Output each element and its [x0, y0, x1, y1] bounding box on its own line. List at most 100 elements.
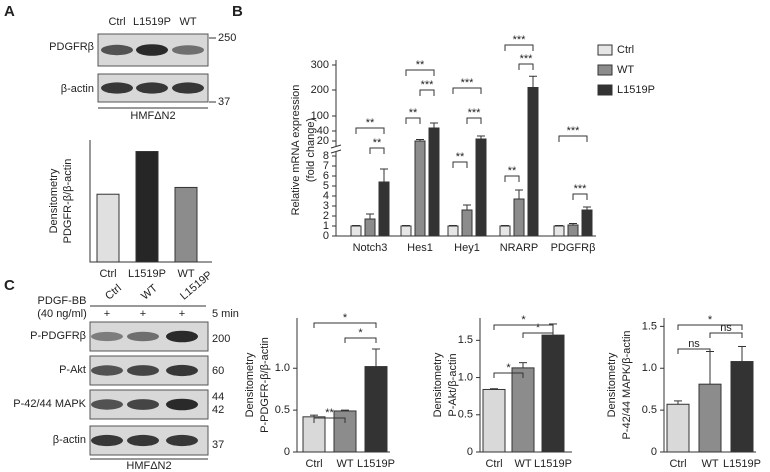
y-tick-label: 3: [323, 200, 329, 212]
x-tick-label: Ctrl: [305, 458, 322, 470]
lane-label: L1519P: [133, 16, 171, 28]
x-tick-label: L1519P: [128, 268, 166, 280]
band: [91, 399, 123, 410]
axis-break: [330, 144, 342, 154]
legend-swatch: [597, 84, 613, 96]
bar: [527, 87, 539, 237]
sig-bracket: [493, 324, 554, 330]
panel-label: B: [232, 3, 243, 20]
bar: [553, 225, 565, 237]
sig-label: **: [409, 107, 418, 119]
bar: [461, 209, 473, 237]
marker: 37: [212, 439, 224, 451]
x-tick-label: L1519P: [357, 458, 395, 470]
y-tick-label: 5: [323, 180, 329, 192]
band: [101, 44, 133, 56]
x-tick-label: WT: [177, 268, 194, 280]
y-tick-label: 7: [323, 160, 329, 172]
sig-bracket: [504, 44, 534, 51]
x-tick-label: WT: [336, 458, 353, 470]
sig-bracket: [355, 127, 385, 134]
marker: 44: [212, 391, 224, 403]
y-tick-label: 1.5: [642, 320, 657, 332]
bar: [414, 140, 426, 237]
band: [127, 331, 159, 342]
x-tick-label: L1519P: [534, 458, 572, 470]
bar: [378, 181, 390, 237]
x-tick-label: NRARP: [500, 242, 539, 254]
sig-label: *: [506, 362, 511, 374]
x-tick-label: WT: [701, 458, 718, 470]
sig-bracket: [452, 161, 468, 168]
bar: [513, 198, 525, 237]
bar: [499, 225, 511, 237]
band: [127, 399, 159, 410]
band: [166, 398, 198, 411]
band: [127, 365, 159, 376]
y-axis-label: Densitometry: [48, 168, 60, 233]
y-tick-label: 1.0: [458, 371, 473, 383]
sig-bracket: [677, 324, 743, 330]
row-label: PDGFRβ: [49, 41, 94, 53]
sig-label: ***: [468, 107, 482, 119]
y-tick-label: 2: [323, 210, 329, 222]
axis: [89, 140, 212, 263]
y-axis-label: P-PDGFR-β/β-actin: [259, 337, 271, 433]
sig-bracket: [419, 89, 435, 96]
x-tick-label: Hey1: [454, 242, 480, 254]
time: 5 min: [212, 308, 239, 320]
bar: [567, 224, 579, 237]
legend-swatch: [597, 44, 613, 56]
sig-label: ***: [567, 125, 581, 137]
legend-swatch: [597, 64, 613, 76]
sig-label: ns: [720, 322, 732, 334]
y-tick-label: 0: [651, 446, 657, 458]
y-tick-label: 200: [311, 84, 329, 96]
band: [172, 82, 204, 94]
x-tick-label: Ctrl: [669, 458, 686, 470]
sig-label: ns: [688, 338, 700, 350]
treatment: PDGF-BB: [38, 295, 87, 307]
y-tick-label: 0.5: [458, 409, 473, 421]
row-label: P-Akt: [59, 364, 86, 376]
row-label: β-actin: [61, 83, 94, 95]
band: [127, 434, 159, 447]
sig-bracket: [709, 332, 743, 338]
bar: [475, 138, 487, 237]
bar: [364, 366, 388, 453]
row-label: P-PDGFRβ: [30, 330, 86, 342]
x-tick-label: WT: [514, 458, 531, 470]
bar: [666, 403, 690, 453]
sig-label: ***: [513, 34, 527, 46]
marker: 60: [212, 365, 224, 377]
band: [136, 82, 168, 94]
row-label: P-42/44 MAPK: [13, 398, 86, 410]
bar: [400, 225, 412, 237]
y-tick-label: 0.5: [642, 404, 657, 416]
legend-label: Ctrl: [617, 44, 634, 56]
panel-label: A: [4, 3, 15, 20]
bar: [174, 186, 198, 263]
sig-bracket: [369, 147, 385, 154]
x-tick-label: PDGFRβ: [551, 242, 596, 254]
y-tick-label: 100: [311, 110, 329, 122]
sig-bracket: [518, 63, 534, 70]
sig-label: *: [708, 314, 713, 326]
sig-label: ***: [461, 77, 475, 89]
bar: [135, 151, 159, 263]
y-axis-label: Densitometry: [432, 352, 444, 417]
sig-label: **: [456, 151, 465, 163]
sig-bracket: [313, 322, 377, 328]
legend-label: L1519P: [617, 84, 655, 96]
bar: [447, 225, 459, 237]
y-tick-label: 0: [323, 230, 329, 242]
sig-bracket: [504, 175, 520, 182]
y-tick-label: 6: [323, 170, 329, 182]
y-tick-label: 0: [284, 446, 290, 458]
sig-bracket: [344, 337, 377, 343]
sig-label: *: [358, 327, 363, 339]
y-tick-label: 300: [311, 59, 329, 71]
y-tick-label: 1: [323, 220, 329, 232]
axis-break: [332, 146, 340, 152]
